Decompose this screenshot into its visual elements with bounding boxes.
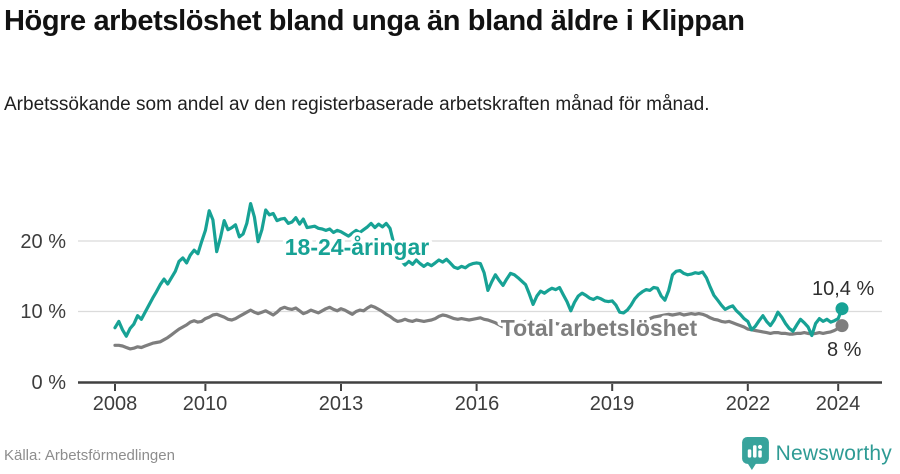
x-tick-2024: 2024 [816, 393, 861, 415]
x-tick-2010: 2010 [183, 393, 228, 415]
y-tick-0: 0 % [32, 372, 67, 394]
y-axis-labels: 20 % 10 % 0 % [20, 231, 66, 394]
line-layer [113, 202, 844, 351]
newsworthy-logo-text: Newsworthy [775, 441, 892, 465]
x-tick-2019: 2019 [590, 393, 635, 415]
total-line-end-dot [835, 319, 849, 333]
page-subtitle: Arbetssökande som andel av den registerb… [4, 94, 710, 115]
newsworthy-logo: Newsworthy [741, 437, 892, 470]
youth-series-label: 18-24-åringar [285, 234, 430, 260]
series-labels: 18-24-åringar Total arbetslöshet [281, 231, 701, 345]
total-line [113, 304, 844, 351]
youth-line [113, 202, 844, 338]
x-axis-labels: 2008 2010 2013 2016 2019 2022 2024 [93, 393, 861, 415]
x-tick-2016: 2016 [455, 393, 500, 415]
grid-layer [78, 240, 882, 391]
x-tick-2022: 2022 [726, 393, 771, 415]
y-tick-20: 20 % [20, 231, 66, 253]
end-dot-layer [835, 302, 849, 333]
total-end-value-label: 8 % [827, 339, 862, 361]
total-series-label: Total arbetslöshet [501, 315, 698, 341]
youth-end-value-label: 10,4 % [812, 278, 874, 300]
source-note: Källa: Arbetsförmedlingen [4, 447, 175, 464]
newsworthy-logo-icon [741, 437, 769, 470]
x-tick-2008: 2008 [93, 393, 138, 415]
y-tick-10: 10 % [20, 301, 66, 323]
x-tick-2013: 2013 [319, 393, 364, 415]
youth-line-end-dot [835, 302, 849, 316]
end-labels: 10,4 % 8 % [812, 278, 874, 361]
page-title: Högre arbetslöshet bland unga än bland ä… [4, 5, 745, 37]
